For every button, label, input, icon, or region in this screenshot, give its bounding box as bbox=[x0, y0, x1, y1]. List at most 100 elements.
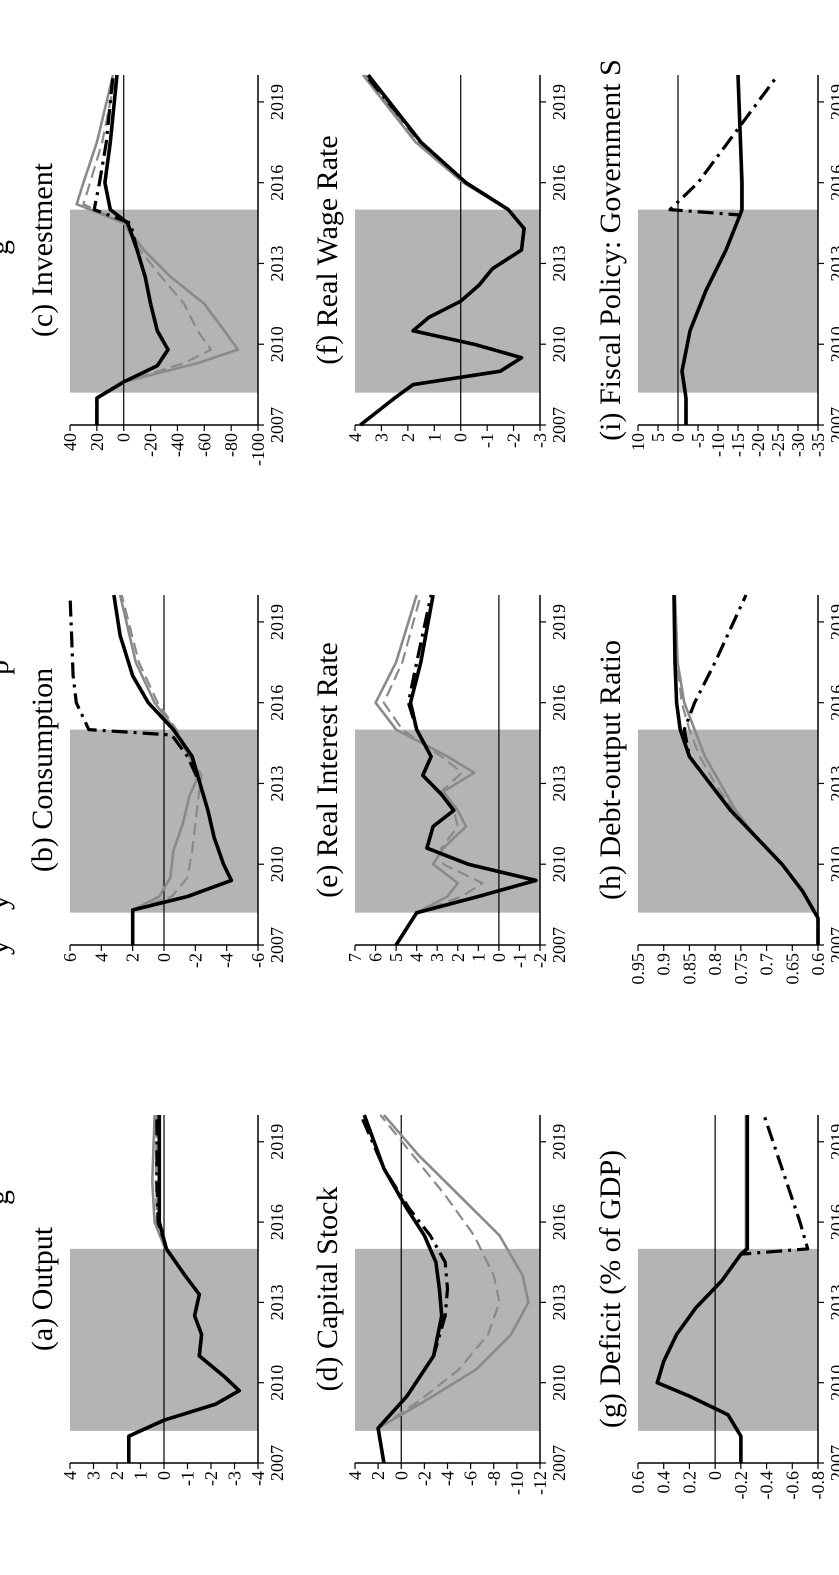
y-tick-label: 5 bbox=[386, 953, 406, 962]
series-line-dash-dot-black bbox=[68, 594, 233, 945]
x-tick-label: 2007 bbox=[827, 407, 839, 443]
x-tick-label: 2019 bbox=[267, 1124, 287, 1160]
shaded-region bbox=[638, 729, 818, 913]
x-tick-label: 2013 bbox=[267, 765, 287, 801]
x-tick-label: 2010 bbox=[267, 326, 287, 362]
y-tick-label: 6 bbox=[60, 953, 80, 962]
y-tick-label: 2 bbox=[123, 953, 143, 962]
y-tick-label: 0 bbox=[668, 433, 688, 442]
x-tick-label: 2016 bbox=[549, 165, 569, 201]
y-tick-label: -3 bbox=[225, 1471, 245, 1486]
y-tick-label: 1 bbox=[131, 1471, 151, 1480]
x-tick-label: 2019 bbox=[827, 84, 839, 120]
y-tick-label: -25 bbox=[768, 433, 788, 457]
x-tick-label: 2016 bbox=[827, 165, 839, 201]
y-tick-label: -0.6 bbox=[782, 1471, 802, 1500]
y-tick-label: -4 bbox=[217, 953, 237, 968]
series-line-dashed-gray bbox=[382, 594, 484, 946]
y-tick-label: 0 bbox=[489, 953, 509, 962]
series-line-solid-thick-black bbox=[672, 594, 820, 945]
x-tick-label: 2019 bbox=[827, 1124, 839, 1160]
x-tick-label: 2016 bbox=[827, 1204, 839, 1240]
panel-title: (b) Consumption bbox=[26, 668, 59, 872]
panel-title: (g) Deficit (% of GDP) bbox=[594, 1150, 627, 1428]
series-line-dash-dot-black bbox=[359, 1114, 450, 1464]
shaded-region bbox=[70, 209, 258, 393]
x-tick-label: 2013 bbox=[549, 245, 569, 281]
x-tick-label: 2016 bbox=[267, 1204, 287, 1240]
y-tick-label: -40 bbox=[167, 433, 187, 457]
y-tick-label: 0 bbox=[705, 1471, 725, 1480]
y-tick-label: 2 bbox=[107, 1471, 127, 1480]
y-tick-label: 0.2 bbox=[679, 1471, 699, 1494]
y-tick-label: -2 bbox=[414, 1471, 434, 1486]
x-tick-label: 2019 bbox=[827, 604, 839, 640]
y-tick-label: -4 bbox=[248, 1471, 268, 1486]
top-caption-fragment: p bbox=[0, 660, 15, 675]
panel-g: (g) Deficit (% of GDP) 0.6 0.4 0.2 0 -0.2 -0.4… bbox=[594, 1114, 839, 1500]
x-tick-label: 2007 bbox=[267, 407, 287, 443]
y-tick-label: 7 bbox=[345, 953, 365, 962]
y-tick-label: 4 bbox=[345, 1471, 365, 1480]
x-tick-label: 2007 bbox=[549, 407, 569, 443]
y-tick-label: -20 bbox=[748, 433, 768, 457]
x-tick-label: 2007 bbox=[827, 927, 839, 963]
y-tick-label: -20 bbox=[141, 433, 161, 457]
series-line-solid-gray bbox=[75, 74, 240, 425]
panel-h: (h) Debt-output Ratio 0.95 0.9 0.85 0.8 0.75 0… bbox=[594, 594, 839, 985]
y-tick-label: -60 bbox=[194, 433, 214, 457]
y-tick-label: 2 bbox=[448, 953, 468, 962]
y-tick-label: -5 bbox=[688, 433, 708, 448]
series-line-dashed-gray bbox=[377, 1114, 501, 1464]
top-caption-fragments: g y y p g bbox=[0, 240, 15, 1205]
y-tick-label: -0.8 bbox=[808, 1471, 828, 1500]
series-line-dashed-gray bbox=[120, 594, 203, 945]
y-tick-label: -0.4 bbox=[757, 1471, 777, 1500]
top-caption-fragment: g bbox=[0, 1190, 15, 1205]
panel-title: (c) Investment bbox=[26, 162, 59, 337]
y-tick-label: -2 bbox=[504, 433, 524, 448]
panel-title: (e) Real Interest Rate bbox=[311, 642, 344, 898]
series-line-dash-dot-black bbox=[394, 594, 538, 946]
y-tick-label: 4 bbox=[60, 1471, 80, 1480]
y-tick-label: -1 bbox=[509, 953, 529, 968]
x-tick-label: 2016 bbox=[549, 1204, 569, 1240]
series-line-solid-gray bbox=[118, 594, 200, 945]
x-tick-label: 2013 bbox=[827, 1284, 839, 1320]
y-tick-label: 4 bbox=[91, 953, 111, 962]
y-tick-label: 4 bbox=[407, 953, 427, 962]
y-tick-label: -2 bbox=[201, 1471, 221, 1486]
x-tick-label: 2010 bbox=[549, 326, 569, 362]
y-tick-label: 0 bbox=[451, 433, 471, 442]
panel-e: (e) Real Interest Rate 7 6 5 4 3 2 1 0 -1 -2 2007 20… bbox=[311, 594, 569, 968]
y-tick-label: 20 bbox=[87, 433, 107, 451]
x-tick-label: 2019 bbox=[267, 604, 287, 640]
x-tick-label: 2013 bbox=[267, 245, 287, 281]
x-tick-label: 2007 bbox=[549, 927, 569, 963]
x-tick-label: 2013 bbox=[549, 1284, 569, 1320]
x-tick-label: 2019 bbox=[549, 1124, 569, 1160]
y-tick-label: -3 bbox=[530, 433, 550, 448]
x-tick-label: 2010 bbox=[827, 1365, 839, 1401]
x-tick-label: 2007 bbox=[827, 1445, 839, 1481]
y-tick-label: 3 bbox=[427, 953, 447, 962]
y-tick-label: 2 bbox=[398, 433, 418, 442]
x-tick-label: 2007 bbox=[267, 1445, 287, 1481]
y-tick-label: 40 bbox=[60, 433, 80, 451]
x-tick-label: 2013 bbox=[549, 765, 569, 801]
shaded-region bbox=[638, 209, 818, 393]
panel-title: (f) Real Wage Rate bbox=[311, 135, 344, 364]
series-line-dashed-gray bbox=[673, 594, 820, 945]
y-tick-label: -6 bbox=[461, 1471, 481, 1486]
y-tick-label: 0.85 bbox=[679, 953, 699, 985]
panel-f: (f) Real Wage Rate 4 3 2 1 0 -1 -2 -3 2007 2010 201… bbox=[311, 73, 569, 448]
y-tick-label: 0.75 bbox=[731, 953, 751, 985]
top-caption-fragment: y bbox=[0, 895, 15, 910]
panel-a: (a) Output 4 3 2 1 0 -1 -2 -3 -4 2007 2010 2013 2016 2… bbox=[26, 1114, 287, 1486]
y-tick-label: 3 bbox=[371, 433, 391, 442]
y-tick-label: 1 bbox=[424, 433, 444, 442]
x-tick-label: 2016 bbox=[549, 685, 569, 721]
